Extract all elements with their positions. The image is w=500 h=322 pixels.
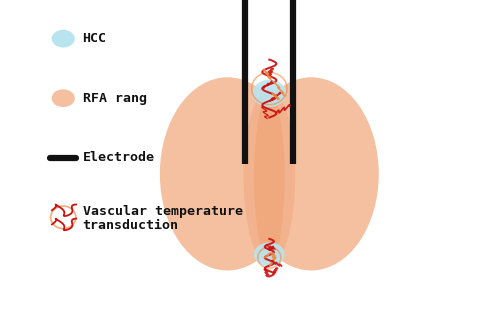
Ellipse shape: [252, 80, 286, 107]
Ellipse shape: [254, 93, 284, 261]
Ellipse shape: [52, 89, 75, 107]
Ellipse shape: [254, 242, 284, 267]
Text: transduction: transduction: [82, 219, 178, 232]
Text: Vascular temperature: Vascular temperature: [82, 205, 242, 218]
Text: RFA rang: RFA rang: [82, 92, 146, 105]
Text: HCC: HCC: [82, 32, 106, 45]
Ellipse shape: [160, 77, 295, 270]
Ellipse shape: [244, 89, 295, 266]
Ellipse shape: [244, 77, 379, 270]
Text: Electrode: Electrode: [82, 151, 154, 164]
Ellipse shape: [52, 30, 75, 47]
